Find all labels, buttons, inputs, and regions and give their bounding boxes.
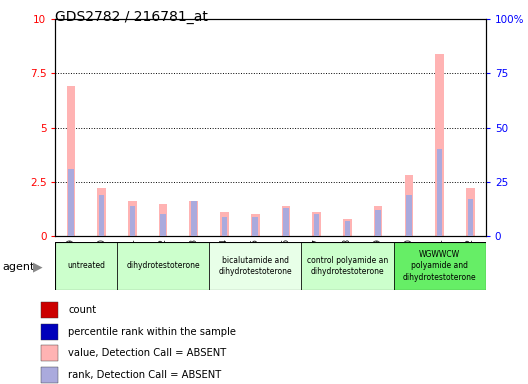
- Text: rank, Detection Call = ABSENT: rank, Detection Call = ABSENT: [68, 370, 221, 380]
- Bar: [252, 217, 258, 236]
- Bar: [375, 210, 381, 236]
- Text: count: count: [68, 305, 96, 315]
- Text: dihydrotestoterone: dihydrotestoterone: [126, 262, 200, 270]
- Bar: [97, 189, 106, 236]
- Bar: [281, 206, 290, 236]
- Bar: [41, 302, 59, 318]
- Text: GDS2782 / 216781_at: GDS2782 / 216781_at: [55, 10, 209, 23]
- Bar: [128, 202, 137, 236]
- Bar: [117, 242, 209, 290]
- Bar: [159, 204, 167, 236]
- Text: bicalutamide and
dihydrotestoterone: bicalutamide and dihydrotestoterone: [219, 256, 292, 276]
- Bar: [404, 175, 413, 236]
- Bar: [343, 219, 352, 236]
- Bar: [466, 189, 475, 236]
- Bar: [99, 195, 105, 236]
- Bar: [191, 202, 196, 236]
- Text: agent: agent: [3, 262, 35, 272]
- Bar: [67, 86, 75, 236]
- Bar: [55, 242, 117, 290]
- Bar: [314, 214, 319, 236]
- Text: control polyamide an
dihydrotestoterone: control polyamide an dihydrotestoterone: [307, 256, 388, 276]
- Bar: [393, 242, 486, 290]
- Text: value, Detection Call = ABSENT: value, Detection Call = ABSENT: [68, 348, 227, 358]
- Bar: [68, 169, 73, 236]
- Bar: [374, 206, 382, 236]
- Text: WGWWCW
polyamide and
dihydrotestoterone: WGWWCW polyamide and dihydrotestoterone: [403, 250, 476, 281]
- Bar: [161, 214, 166, 236]
- Bar: [41, 324, 59, 340]
- Bar: [41, 367, 59, 383]
- Bar: [251, 214, 260, 236]
- Bar: [190, 202, 198, 236]
- Bar: [222, 217, 227, 236]
- Bar: [313, 212, 321, 236]
- Text: percentile rank within the sample: percentile rank within the sample: [68, 327, 236, 337]
- Bar: [220, 212, 229, 236]
- Bar: [301, 242, 393, 290]
- Bar: [436, 54, 444, 236]
- Bar: [209, 242, 301, 290]
- Text: untreated: untreated: [67, 262, 105, 270]
- Bar: [41, 345, 59, 361]
- Bar: [468, 199, 473, 236]
- Bar: [129, 206, 135, 236]
- Text: ▶: ▶: [33, 260, 42, 273]
- Bar: [345, 221, 350, 236]
- Bar: [406, 195, 412, 236]
- Bar: [437, 149, 442, 236]
- Bar: [283, 208, 289, 236]
